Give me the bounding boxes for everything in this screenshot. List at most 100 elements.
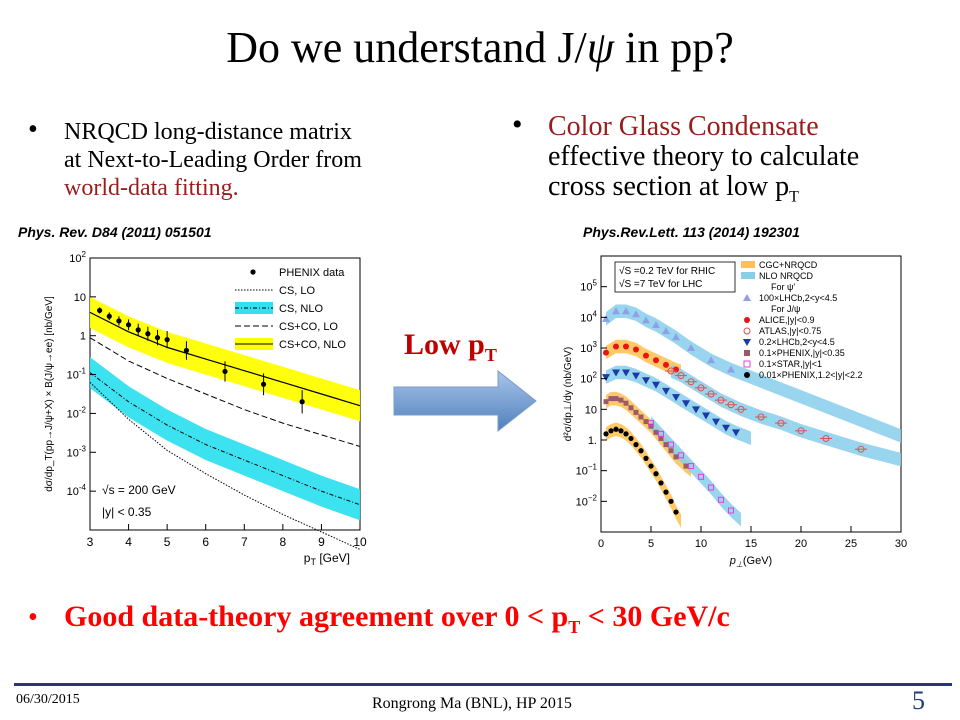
x-tick-label: 4 [125, 535, 132, 549]
data-point-100-lhcb-2-y-4-5 [642, 316, 650, 324]
x-tick-label: 10 [695, 538, 707, 550]
legend-swatch [743, 327, 751, 335]
info-lhc: √S =7 TeV for LHC [619, 278, 702, 290]
data-point-0-2-lhcb-2-y-4-5 [602, 374, 610, 382]
data-point-atlas--y--0-75 [737, 405, 745, 413]
data-point-0-01-phenix-1-2--y--2-2 [658, 480, 664, 486]
data-point-atlas--y--0-75 [707, 390, 715, 398]
data-point-0-1-phenix--y--0-35 [623, 400, 629, 406]
x-tick-label: 9 [318, 535, 325, 549]
data-point-atlas--y--0-75 [687, 378, 695, 386]
data-point [154, 335, 161, 341]
legend-label: CS+CO, LO [279, 321, 338, 333]
theory-band-0-2-lhcb-2-y-4-5 [606, 365, 751, 445]
legend-label: ALICE,|y|<0.9 [759, 315, 814, 325]
left-bullet-line2: at Next-to-Leading Order from [64, 147, 362, 173]
left-chart: 3 4 5 6 7 8 9 10 102 10 1 10-1 10-2 10-3 10-4 pT [GeV] d… [44, 250, 367, 567]
data-point [183, 347, 190, 354]
legend-label: For J/ψ [771, 304, 800, 314]
data-point-0-1-star--y--1 [688, 463, 694, 470]
legend-label: NLO NRQCD [759, 271, 814, 281]
band-cs--nlo [90, 357, 360, 521]
data-point-0-01-phenix-1-2--y--2-2 [668, 498, 674, 504]
data-point-100-lhcb-2-y-4-5 [687, 344, 695, 351]
legend-swatch [250, 269, 256, 275]
data-point [116, 318, 122, 324]
data-point-alice--y--0-9 [623, 343, 629, 350]
data-point-0-1-phenix--y--0-35 [628, 405, 634, 411]
data-point-alice--y--0-9 [613, 343, 619, 350]
data-point-100-lhcb-2-y-4-5 [672, 333, 680, 341]
legend-swatch [741, 261, 755, 268]
data-point-atlas--y--0-75 [822, 434, 830, 442]
data-point-100-lhcb-2-y-4-5 [602, 314, 610, 322]
data-point [164, 337, 170, 343]
y-axis-label: d²σ/dp⊥/dy (nb/GeV) [563, 347, 574, 441]
arrow-shape [393, 369, 537, 433]
data-point-0-1-phenix--y--0-35 [638, 414, 644, 420]
x-tick-label: 25 [845, 538, 857, 550]
x-axis-label: pT [GeV] [304, 551, 350, 567]
data-point-0-1-star--y--1 [668, 441, 674, 448]
x-axis-label: p⊥(GeV) [729, 555, 772, 569]
data-point [125, 322, 132, 328]
data-point-atlas--y--0-75 [797, 427, 805, 435]
data-point-0-1-phenix--y--0-35 [618, 397, 624, 403]
data-point-0-01-phenix-1-2--y--2-2 [648, 463, 654, 469]
data-point-0-1-star--y--1 [658, 430, 664, 437]
data-point-atlas--y--0-75 [677, 372, 685, 380]
data-point-0-01-phenix-1-2--y--2-2 [623, 431, 629, 437]
y-tick-label: 1 [80, 331, 86, 343]
data-point-atlas--y--0-75 [757, 413, 765, 421]
x-tick-label: 15 [745, 538, 757, 550]
x-tick-label: 3 [87, 535, 94, 549]
y-tick-label: 10 [74, 292, 86, 304]
data-point [97, 307, 103, 314]
footer-divider [14, 683, 952, 686]
data-point-0-2-lhcb-2-y-4-5 [672, 394, 680, 402]
data-point-0-2-lhcb-2-y-4-5 [722, 424, 730, 432]
data-point-0-1-phenix--y--0-35 [683, 463, 689, 469]
y-tick-label: 10 [585, 404, 597, 416]
legend-label: For ψ' [771, 282, 795, 292]
footer-date: 06/30/2015 [16, 692, 80, 707]
x-tick-label: 8 [280, 535, 287, 549]
data-point-0-1-phenix--y--0-35 [668, 448, 674, 454]
right-bullet-line2: effective theory to calculate [548, 141, 860, 172]
data-point-0-1-phenix--y--0-35 [673, 454, 679, 460]
y-tick-label: 10-3 [67, 444, 87, 459]
data-point-alice--y--0-9 [663, 361, 669, 368]
data-point-0-01-phenix-1-2--y--2-2 [633, 442, 639, 448]
data-point-100-lhcb-2-y-4-5 [632, 310, 640, 318]
data-point-100-lhcb-2-y-4-5 [727, 365, 735, 373]
y-tick-label: 10−2 [576, 493, 598, 508]
footer-author: Rongrong Ma (BNL), HP 2015 [372, 695, 572, 712]
conclusion-text: Good data-theory agreement over 0 < pT <… [64, 600, 730, 637]
legend-swatch [744, 317, 750, 323]
data-point-0-01-phenix-1-2--y--2-2 [663, 489, 669, 495]
x-tick-label: 30 [895, 538, 907, 550]
band-cs-co--nlo [90, 296, 360, 422]
data-point-0-01-phenix-1-2--y--2-2 [603, 431, 609, 437]
data-point-0-2-lhcb-2-y-4-5 [712, 418, 720, 426]
legend-label: 100×LHCb,2<y<4.5 [759, 293, 837, 303]
x-tick-label: 5 [648, 538, 654, 550]
data-point-0-2-lhcb-2-y-4-5 [662, 387, 670, 395]
legend-label: CGC+NRQCD [759, 260, 818, 270]
data-point-atlas--y--0-75 [777, 419, 785, 427]
data-point-0-1-star--y--1 [708, 484, 714, 491]
page-number: 5 [912, 686, 925, 715]
legend-swatch [744, 350, 750, 356]
data-point-100-lhcb-2-y-4-5 [707, 356, 715, 364]
left-bullet-line1: NRQCD long-distance matrix [64, 119, 352, 145]
y-tick-label: 104 [580, 309, 597, 324]
data-point-alice--y--0-9 [603, 349, 609, 356]
data-point-0-01-phenix-1-2--y--2-2 [608, 428, 614, 434]
bullet-dot: • [28, 602, 38, 633]
x-tick-label: 0 [598, 538, 604, 550]
data-point [222, 368, 228, 375]
data-point-0-2-lhcb-2-y-4-5 [682, 400, 690, 408]
x-tick-label: 6 [202, 535, 209, 549]
data-point-0-1-phenix--y--0-35 [633, 409, 639, 415]
data-point-0-1-star--y--1 [698, 473, 704, 480]
